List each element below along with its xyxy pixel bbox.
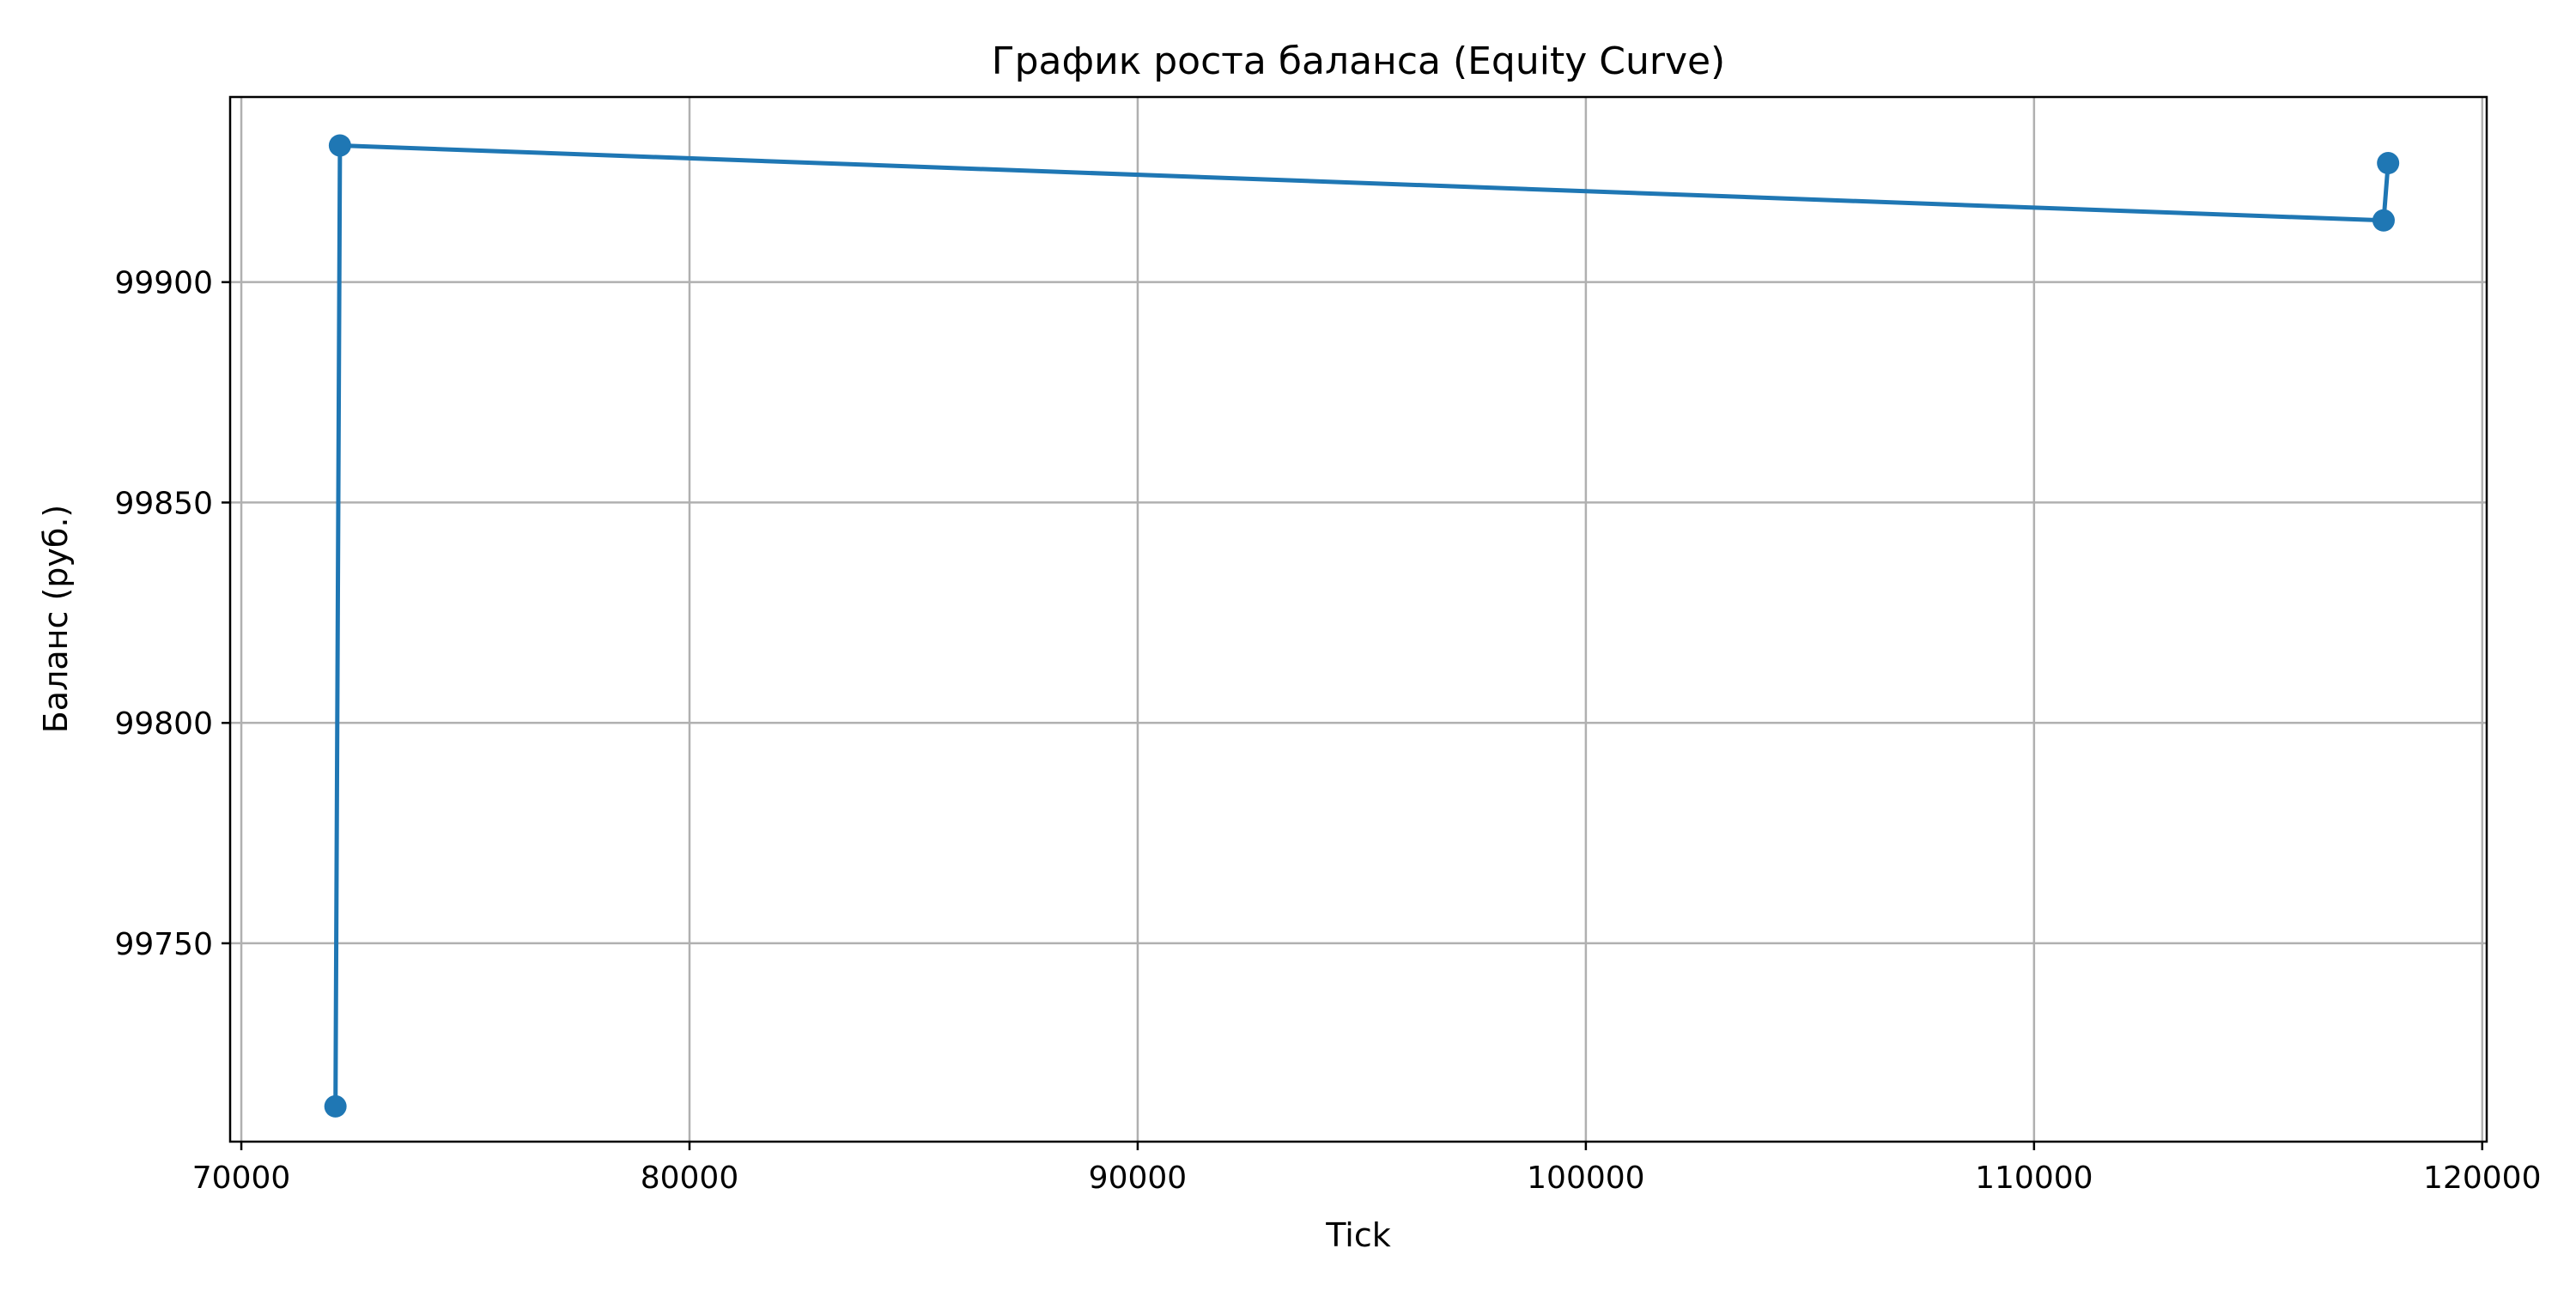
x-tick-label: 100000 xyxy=(1527,1161,1644,1196)
data-point xyxy=(324,1094,347,1118)
data-point xyxy=(2377,152,2400,175)
series-line xyxy=(333,143,2391,1109)
ticks-layer: 70000 80000 90000 100000 110000 120000 99750 99… xyxy=(114,266,2541,1196)
plot-frame xyxy=(228,95,2488,1143)
y-axis-label: Баланс (руб.) xyxy=(37,505,75,734)
x-tick-label: 120000 xyxy=(2423,1161,2541,1196)
y-tick-label: 99900 xyxy=(114,266,213,301)
x-tick-label: 110000 xyxy=(1975,1161,2093,1196)
data-point xyxy=(328,134,351,157)
y-tick-label: 99850 xyxy=(114,486,213,521)
x-axis-label: Tick xyxy=(1325,1216,1391,1254)
chart-title: График роста баланса (Equity Curve) xyxy=(992,39,1725,83)
x-tick-label: 80000 xyxy=(641,1161,739,1196)
x-tick-label: 70000 xyxy=(192,1161,291,1196)
y-tick-label: 99750 xyxy=(114,927,213,962)
x-tick-label: 90000 xyxy=(1089,1161,1188,1196)
grid-layer xyxy=(230,97,2487,1142)
series-layer xyxy=(324,134,2400,1118)
data-point xyxy=(2372,209,2395,232)
y-tick-label: 99800 xyxy=(114,706,213,742)
